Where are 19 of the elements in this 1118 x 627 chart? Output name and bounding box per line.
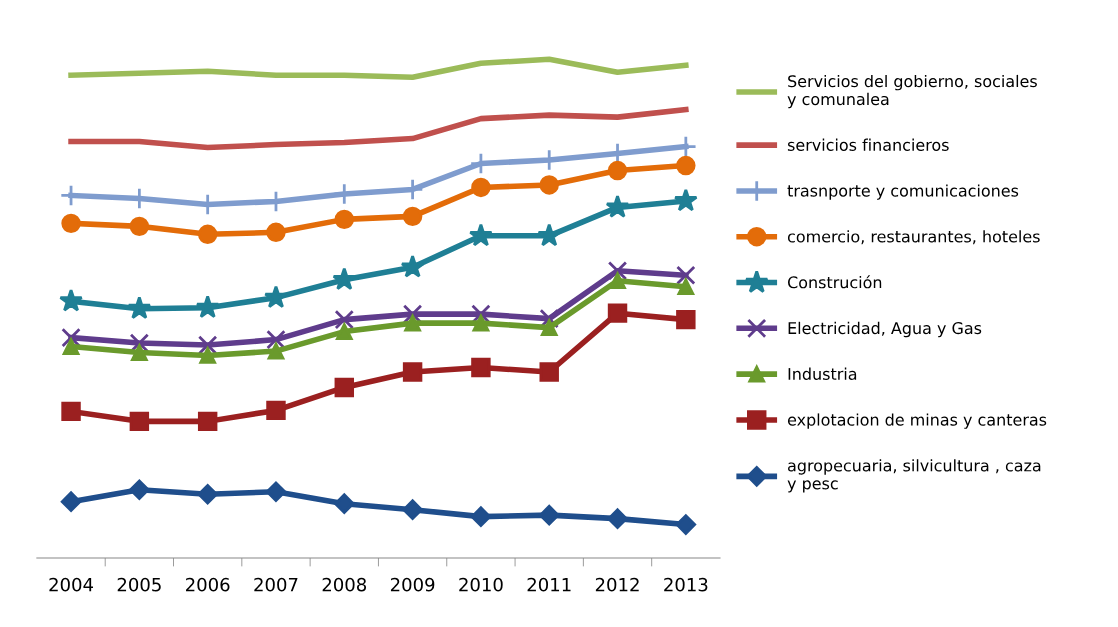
x-tick-label: 2006 bbox=[186, 577, 230, 592]
x-tick-label: 2005 bbox=[117, 577, 161, 592]
legend-label: trasnporte y comunicaciones bbox=[787, 184, 1019, 200]
x-tick-label: 2004 bbox=[49, 577, 94, 592]
x-tick-label: 2013 bbox=[664, 577, 708, 592]
legend-label: comercio, restaurantes, hoteles bbox=[787, 230, 1040, 245]
legend-label: Electricidad, Agua y Gas bbox=[788, 321, 982, 338]
x-tick-label: 2008 bbox=[322, 577, 367, 592]
x-tick-label: 2012 bbox=[595, 577, 639, 592]
x-tick-label: 2007 bbox=[254, 577, 298, 592]
x-tick-label: 2010 bbox=[459, 577, 503, 592]
legend-label: Industria bbox=[788, 367, 857, 380]
x-tick-label: 2009 bbox=[390, 577, 435, 592]
x-tick-label: 2011 bbox=[527, 577, 571, 592]
legend-label: servicios financieros bbox=[787, 138, 949, 151]
legend-label: Construción bbox=[787, 275, 882, 289]
legend-label: agropecuaria, silvicultura , caza y pesc bbox=[787, 459, 1041, 493]
legend-label: Servicios del gobierno, sociales y comunalea bbox=[787, 74, 1037, 109]
legend-label: explotacion de minas y canteras bbox=[787, 413, 1047, 429]
